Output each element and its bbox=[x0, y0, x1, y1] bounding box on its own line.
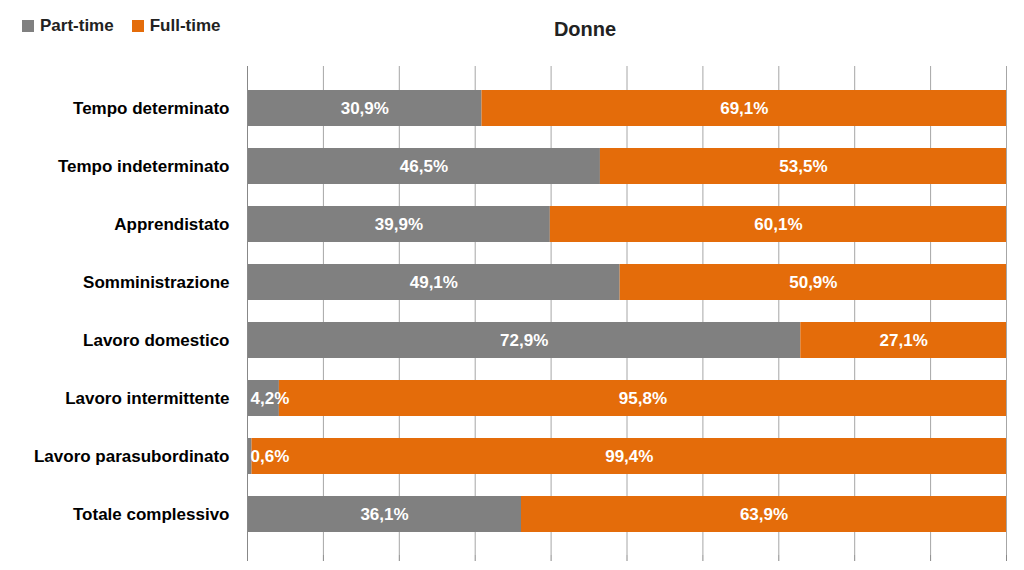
svg-text:50,9%: 50,9% bbox=[789, 273, 837, 292]
svg-text:46,5%: 46,5% bbox=[400, 157, 448, 176]
svg-text:99,4%: 99,4% bbox=[605, 447, 653, 466]
svg-text:Lavoro domestico: Lavoro domestico bbox=[83, 331, 229, 350]
svg-text:0,6%: 0,6% bbox=[251, 447, 290, 466]
svg-text:Somministrazione: Somministrazione bbox=[83, 273, 229, 292]
svg-text:30,9%: 30,9% bbox=[341, 99, 389, 118]
svg-text:36,1%: 36,1% bbox=[360, 505, 408, 524]
svg-text:39,9%: 39,9% bbox=[375, 215, 423, 234]
svg-text:Tempo indeterminato: Tempo indeterminato bbox=[58, 157, 230, 176]
svg-text:63,9%: 63,9% bbox=[740, 505, 788, 524]
svg-text:53,5%: 53,5% bbox=[779, 157, 827, 176]
html-text:Part-time: Part-time bbox=[40, 16, 114, 35]
html-text:Donne: Donne bbox=[553, 18, 617, 40]
svg-text:27,1%: 27,1% bbox=[880, 331, 928, 350]
svg-text:Tempo determinato: Tempo determinato bbox=[73, 99, 229, 118]
svg-text:Lavoro intermittente: Lavoro intermittente bbox=[65, 389, 229, 408]
svg-text:Lavoro parasubordinato: Lavoro parasubordinato bbox=[34, 447, 230, 466]
svg-text:Totale complessivo: Totale complessivo bbox=[73, 505, 230, 524]
svg-text:4,2%: 4,2% bbox=[251, 389, 290, 408]
svg-text:Apprendistato: Apprendistato bbox=[114, 215, 229, 234]
svg-text:72,9%: 72,9% bbox=[500, 331, 548, 350]
svg-text:69,1%: 69,1% bbox=[720, 99, 768, 118]
svg-text:95,8%: 95,8% bbox=[619, 389, 667, 408]
svg-text:49,1%: 49,1% bbox=[410, 273, 458, 292]
html-text:Full-time: Full-time bbox=[149, 16, 221, 35]
svg-text:60,1%: 60,1% bbox=[754, 215, 802, 234]
